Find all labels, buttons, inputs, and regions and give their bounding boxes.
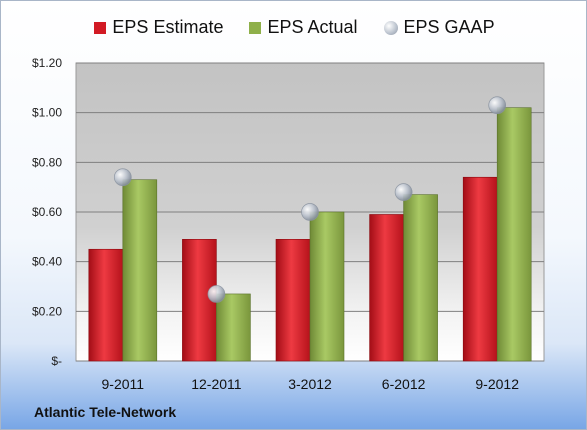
legend-item-eps-gaap: EPS GAAP <box>383 17 495 38</box>
bar-eps-estimate-0 <box>88 248 124 362</box>
bar-eps-actual-1 <box>216 293 251 362</box>
x-tick-label-1: 12-2011 <box>191 376 242 392</box>
bar-eps-actual-3 <box>403 194 438 362</box>
legend-label-eps-gaap: EPS GAAP <box>403 17 495 37</box>
y-tick-label-4: $0.80 <box>32 155 62 169</box>
point-eps-gaap-0 <box>113 168 132 187</box>
point-eps-gaap-2 <box>301 203 319 221</box>
legend-label-eps-actual: EPS Actual <box>267 17 358 37</box>
legend: EPS Estimate EPS Actual EPS GAAP <box>1 17 586 38</box>
legend-swatch-eps-actual <box>249 21 262 34</box>
y-tick-label-0: $- <box>51 354 62 368</box>
y-tick-label-1: $0.20 <box>32 304 62 318</box>
point-eps-gaap-4 <box>488 96 507 115</box>
bar-eps-actual-2 <box>309 211 345 362</box>
x-tick-label-2: 3-2012 <box>288 376 332 392</box>
legend-swatch-eps-gaap <box>383 20 398 35</box>
bar-eps-estimate-4 <box>462 176 498 362</box>
x-tick-label-4: 9-2012 <box>475 376 519 392</box>
y-tick-label-3: $0.60 <box>32 205 62 219</box>
legend-item-eps-estimate: EPS Estimate <box>94 17 223 38</box>
point-eps-gaap-1 <box>207 285 226 303</box>
legend-swatch-eps-estimate <box>94 21 107 34</box>
x-tick-label-0: 9-2011 <box>102 376 145 392</box>
y-tick-label-5: $1.00 <box>32 106 62 120</box>
bar-eps-estimate-3 <box>369 214 404 362</box>
legend-item-eps-actual: EPS Actual <box>249 17 358 38</box>
bar-eps-estimate-2 <box>275 239 311 362</box>
point-eps-gaap-3 <box>394 183 413 201</box>
y-tick-label-6: $1.20 <box>32 56 62 70</box>
x-tick-label-3: 6-2012 <box>382 376 426 392</box>
y-tick-label-2: $0.40 <box>32 255 62 269</box>
legend-label-eps-estimate: EPS Estimate <box>112 17 224 37</box>
company-name: Atlantic Tele-Network <box>34 404 177 420</box>
bar-eps-actual-4 <box>496 107 532 362</box>
bar-eps-actual-0 <box>122 179 158 362</box>
